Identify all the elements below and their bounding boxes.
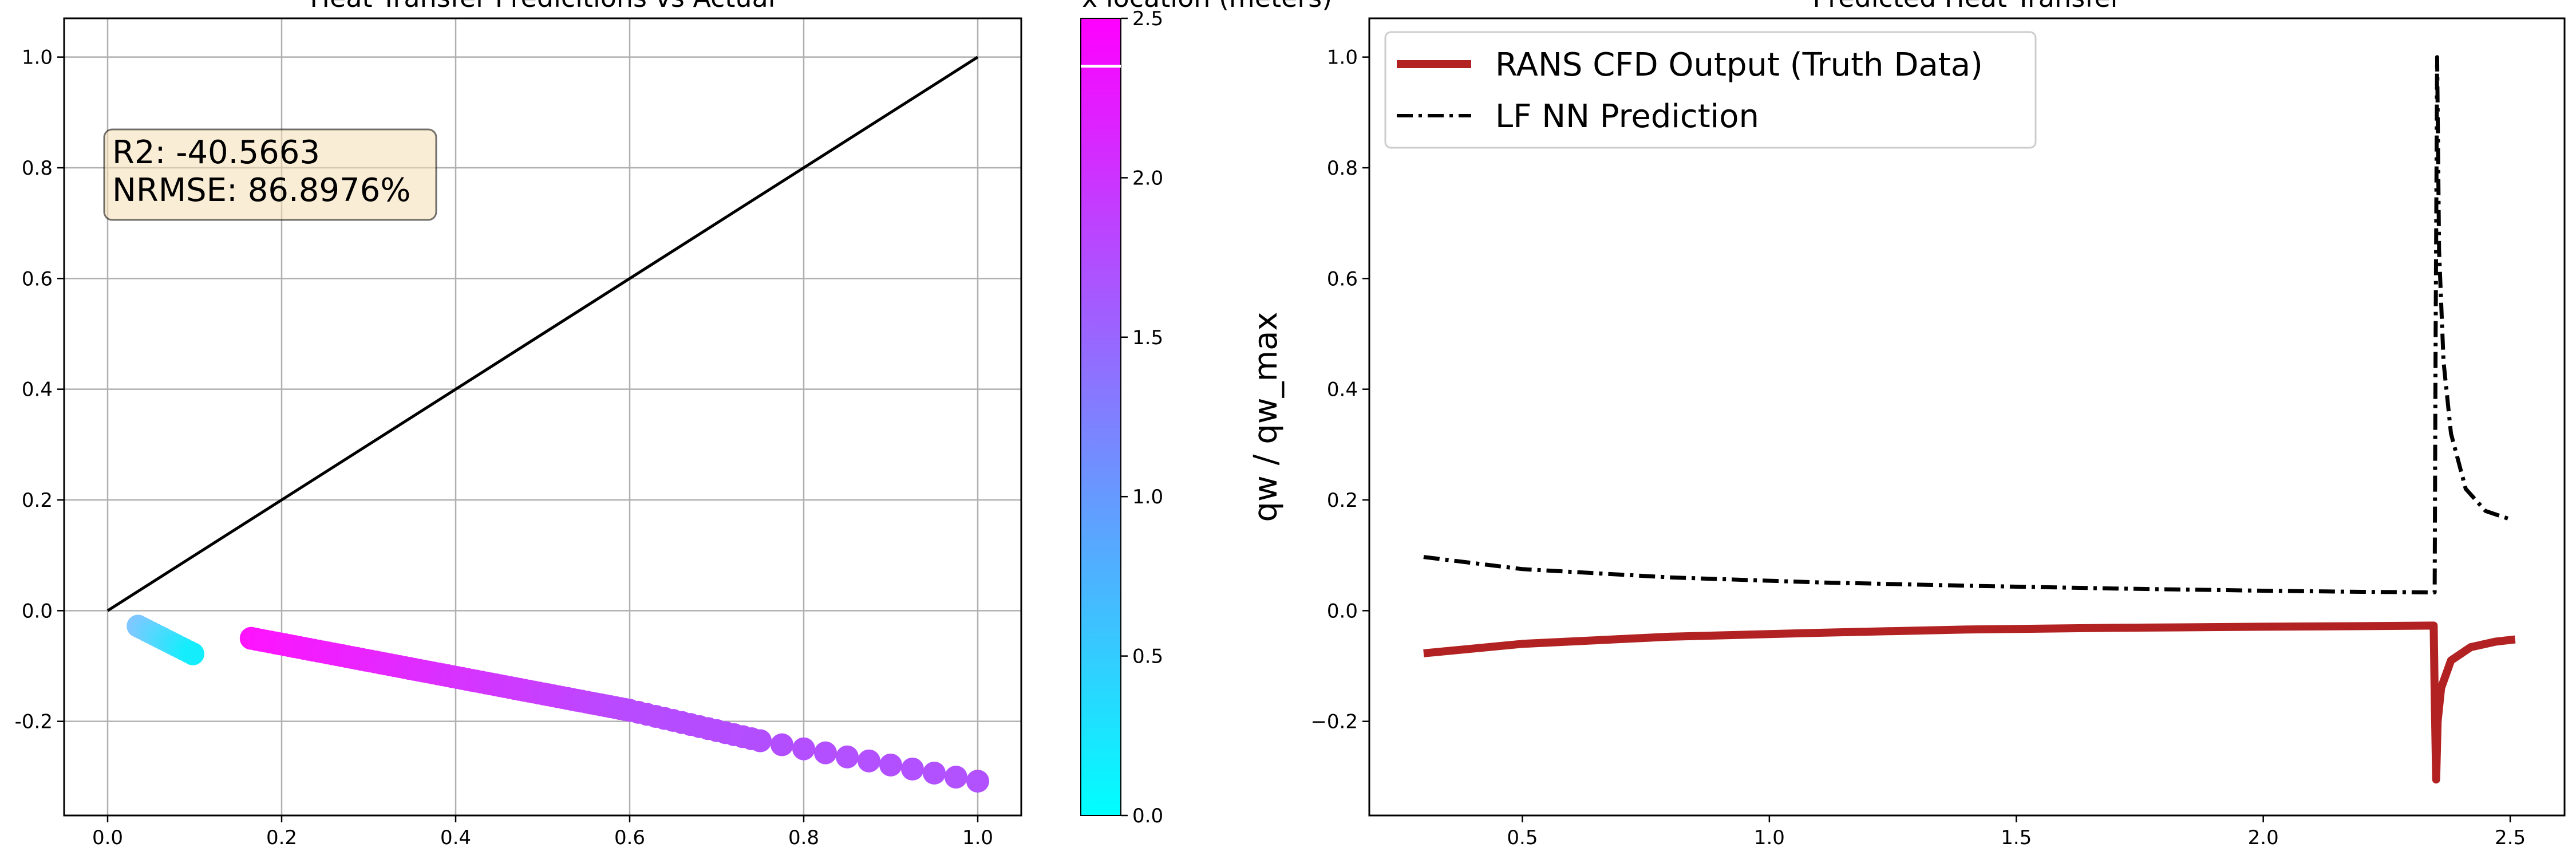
line-x-tick-label: 2.0: [2248, 826, 2279, 849]
scatter-y-tick-label: 1.0: [22, 46, 53, 69]
colorbar-tick-label: 1.5: [1132, 326, 1163, 349]
scatter-y-tick-label: 0.0: [22, 600, 53, 622]
line-plot-frame: [1368, 17, 2566, 817]
line-x-tick-label: 1.0: [1754, 826, 1785, 849]
scatter-point: [792, 737, 815, 761]
scatter-point: [181, 642, 204, 665]
line-chart-title: Predicted Heat Transfer: [1812, 0, 2121, 13]
line-x-ticks: 0.5 1.0 1.5 2.0 2.5: [1507, 815, 2526, 849]
scatter-point: [901, 757, 924, 781]
scatter-plot-frame: [63, 17, 1022, 817]
line-y-tick-label: 0.0: [1327, 600, 1358, 622]
scatter-y-tick-label: 0.4: [22, 379, 53, 401]
colorbar-tick-label: 2.5: [1132, 7, 1163, 30]
scatter-point: [814, 741, 837, 765]
scatter-y-tick-label: 0.6: [22, 267, 53, 290]
colorbar-label: x location (meters): [1082, 0, 1332, 13]
scatter-point: [879, 753, 902, 777]
scatter-y-tick-label: 0.2: [22, 489, 53, 512]
scatter-x-tick-label: 1.0: [962, 826, 993, 849]
scatter-title: Heat Transfer Predicitions vs Actual: [310, 0, 775, 13]
scatter-x-tick-label: 0.6: [614, 826, 645, 849]
line-x-tick-label: 2.5: [2495, 826, 2526, 849]
scatter-panel: Heat Transfer Predicitions vs Actual 0.0…: [15, 0, 1022, 849]
scatter-x-tick-label: 0.2: [266, 826, 297, 849]
scatter-point: [966, 770, 989, 793]
nrmse-label: NRMSE: 86.8976%: [112, 172, 411, 209]
scatter-x-tick-label: 0.0: [92, 826, 123, 849]
lf-nn-prediction-line: [1423, 55, 2511, 594]
line-y-tick-label: 0.4: [1327, 379, 1358, 401]
scatter-x-tick-label: 0.8: [788, 826, 819, 849]
colorbar: x location (meters) 0.0 0.5 1.0 1.5 2.0 2.5: [1080, 0, 1332, 828]
line-series-group: [1423, 55, 2516, 784]
colorbar-ticks: 0.0 0.5 1.0 1.5 2.0 2.5: [1121, 7, 1163, 828]
metrics-annotation: R2: -40.5663 NRMSE: 86.8976%: [103, 128, 437, 221]
scatter-point: [836, 745, 859, 769]
scatter-x-ticks: 0.0 0.2 0.4 0.6 0.8 1.0: [92, 815, 993, 849]
legend-label-rans: RANS CFD Output (Truth Data): [1495, 46, 1983, 84]
scatter-x-tick-label: 0.4: [440, 826, 471, 849]
line-y-tick-label: −0.2: [1310, 711, 1358, 734]
scatter-point: [858, 749, 880, 773]
colorbar-tick-label: 0.5: [1132, 645, 1163, 668]
r2-label: R2: -40.5663: [112, 134, 320, 171]
line-x-tick-label: 1.5: [2001, 826, 2032, 849]
line-y-tick-label: 0.2: [1327, 489, 1358, 512]
line-chart-ylabel: qw / qw_max: [1247, 312, 1285, 522]
scatter-y-tick-label: -0.2: [15, 711, 53, 734]
colorbar-tick-label: 1.0: [1132, 486, 1163, 509]
scatter-point: [749, 729, 772, 752]
colorbar-gradient: [1080, 18, 1121, 816]
colorbar-tick-label: 2.0: [1132, 167, 1163, 190]
scatter-point: [771, 733, 793, 756]
scatter-y-tick-label: 0.8: [22, 157, 53, 180]
legend-label-nn: LF NN Prediction: [1495, 98, 1759, 135]
scatter-y-ticks: -0.2 0.0 0.2 0.4 0.6 0.8 1.0: [15, 46, 64, 734]
scatter-points: [127, 614, 989, 793]
line-legend: RANS CFD Output (Truth Data) LF NN Predi…: [1384, 31, 2037, 149]
colorbar-tick-label: 0.0: [1132, 805, 1163, 828]
legend-box: [1384, 31, 2037, 149]
line-y-ticks: −0.2 0.0 0.2 0.4 0.6 0.8 1.0: [1310, 46, 1369, 734]
scatter-point: [923, 761, 946, 785]
line-x-tick-label: 0.5: [1507, 826, 1538, 849]
line-y-tick-label: 0.8: [1327, 157, 1358, 180]
scatter-point: [945, 766, 967, 789]
identity-reference-line: [106, 56, 979, 612]
line-y-tick-label: 1.0: [1327, 46, 1358, 69]
line-panel: Predicted Heat Transfer qw / qw_max 0.5 1…: [1247, 0, 2566, 849]
line-y-tick-label: 0.6: [1327, 267, 1358, 290]
rans-cfd-line: [1423, 621, 2516, 784]
metrics-annotation-box: [103, 128, 437, 221]
